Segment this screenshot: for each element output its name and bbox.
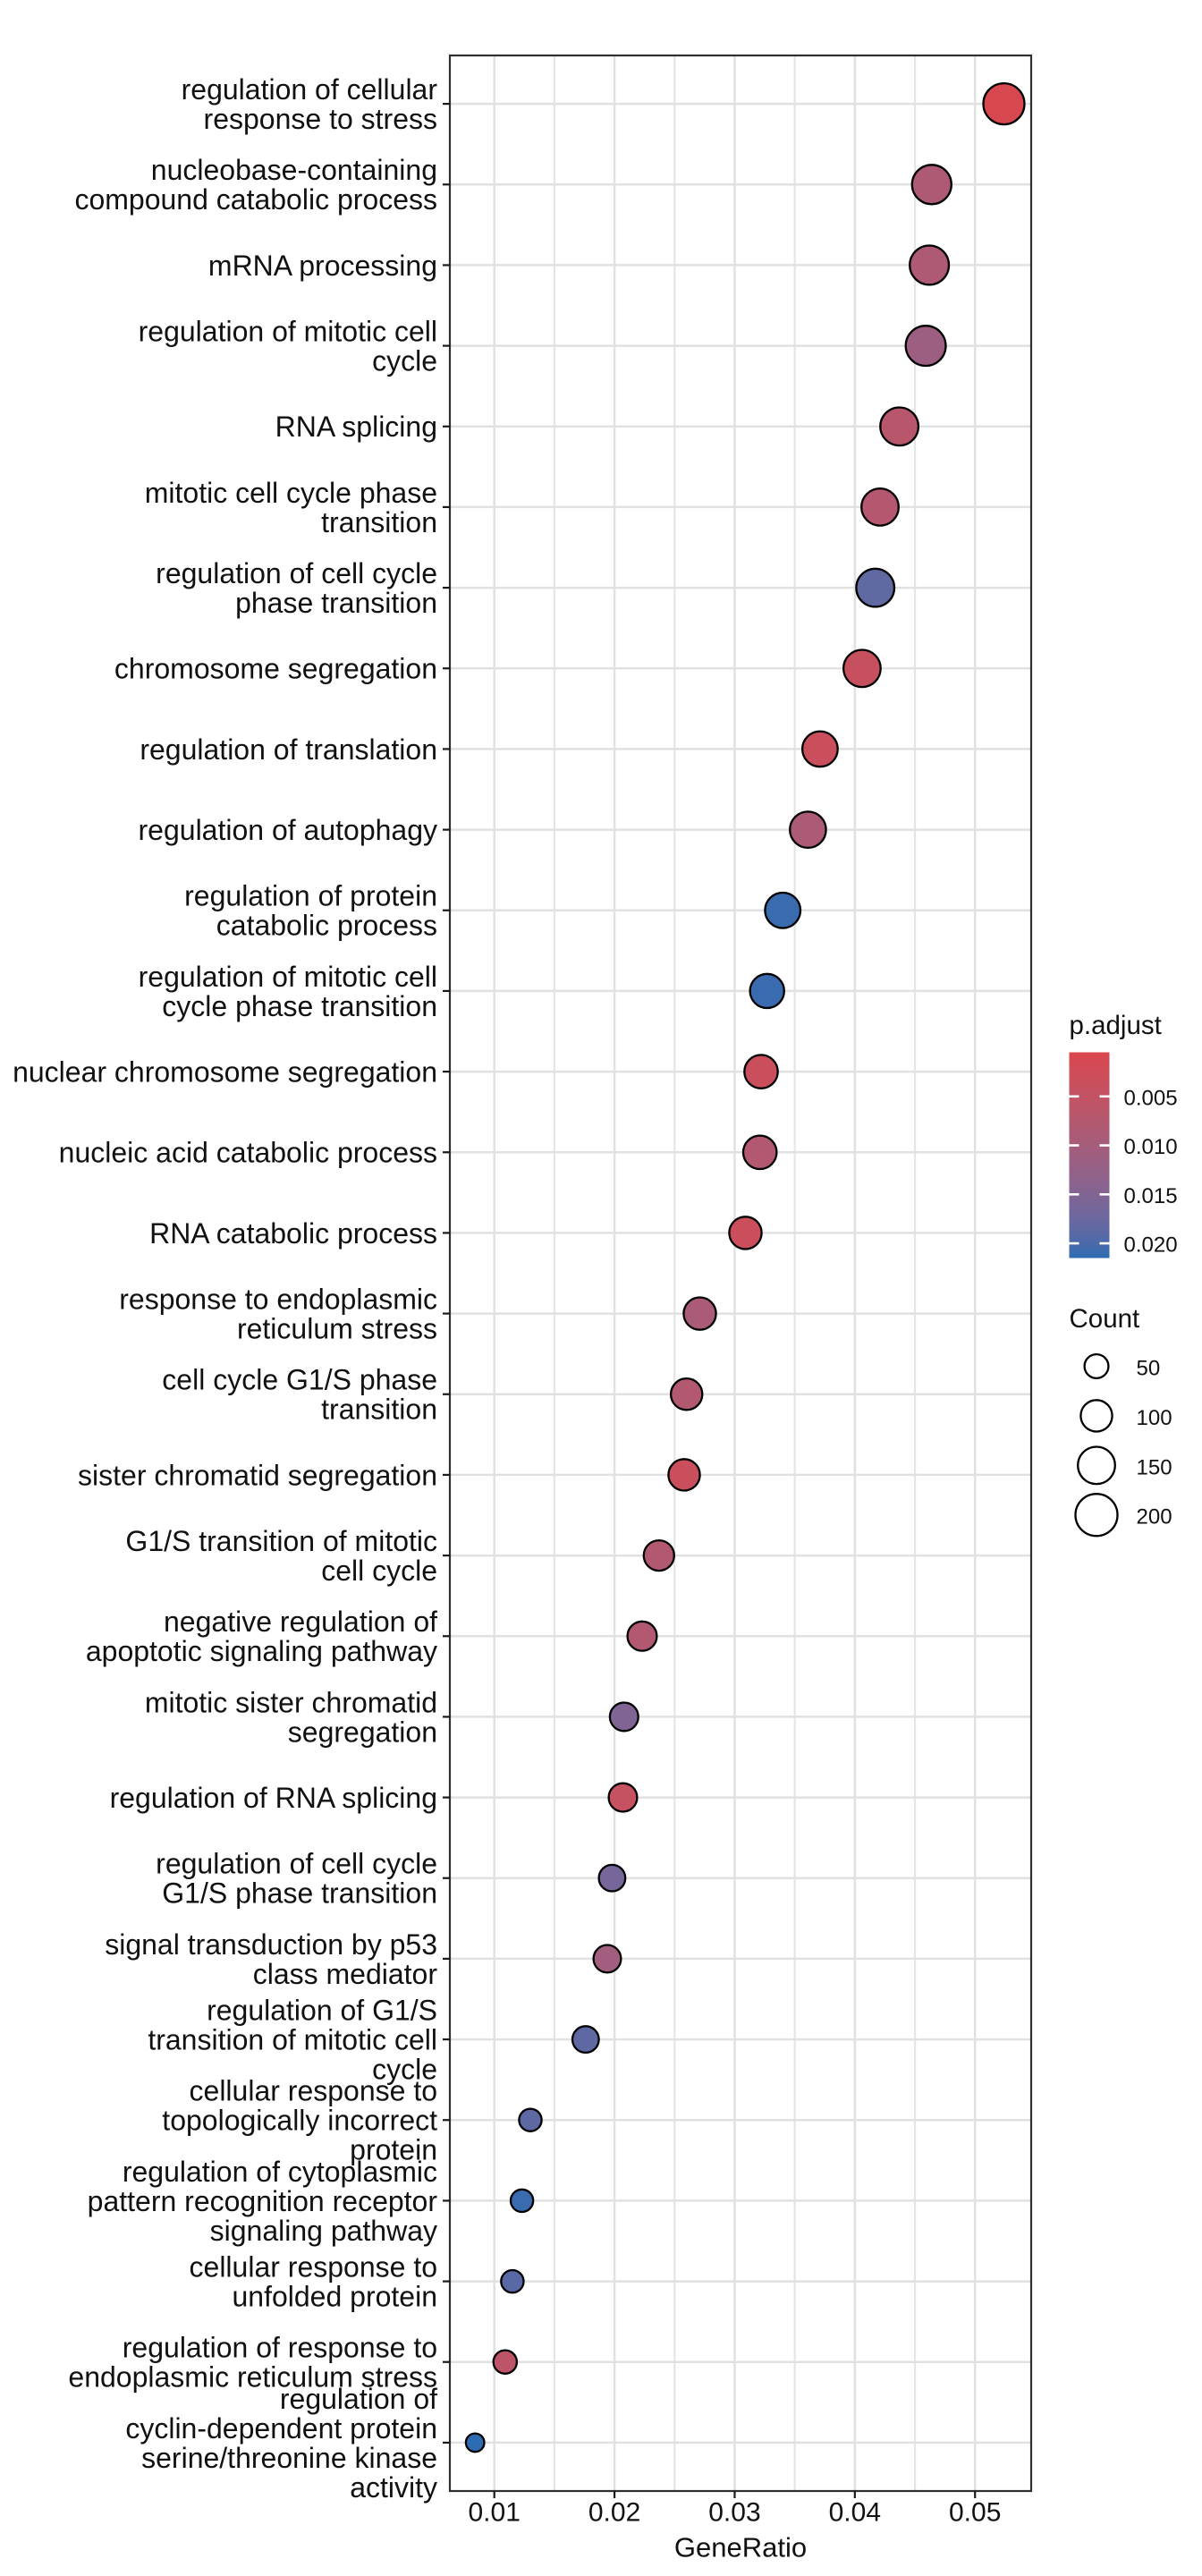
y-axis-label: cell cycle G1/S phase transition [162, 1364, 437, 1426]
y-axis: regulation of cellular response to stress… [13, 73, 450, 2504]
y-axis-label: nuclear chromosome segregation [13, 1056, 437, 1089]
gridlines [450, 55, 1031, 2491]
dot-point [518, 2107, 543, 2132]
y-axis-label: mitotic cell cycle phase transition [145, 477, 437, 538]
x-axis-tick-label: 0.04 [829, 2498, 881, 2528]
dot-point [607, 1782, 639, 1813]
data-points [464, 81, 1026, 2453]
colorbar [1069, 1052, 1110, 1258]
plot-panel [448, 54, 1033, 2493]
y-axis-label: signal transduction by p53 class mediator [105, 1928, 437, 1990]
y-axis-label: mRNA processing [208, 250, 437, 282]
dot-point [592, 1944, 622, 1974]
y-axis-label: regulation of G1/S transition of mitotic … [148, 1995, 437, 2086]
y-axis-label: cellular response to unfolded protein [190, 2251, 437, 2313]
legend-padjust: p.adjust 0.005 0.010 0.015 0.020 [1069, 1011, 1178, 1258]
y-axis-label: RNA splicing [275, 411, 437, 443]
y-axis-label: regulation of response to endoplasmic ret… [68, 2332, 437, 2394]
dot-point [669, 1377, 704, 1411]
y-axis-label: regulation of mitotic cell cycle [139, 316, 437, 377]
y-axis-label: regulation of cytoplasmic pattern recogni… [88, 2156, 438, 2247]
legend-count-label: 150 [1137, 1455, 1172, 1479]
y-axis-label: chromosome segregation [114, 653, 437, 685]
y-axis-label: G1/S transition of mitotic cell cycle [125, 1525, 437, 1587]
x-axis-tick-label: 0.02 [588, 2498, 640, 2528]
colorbar-tick-label: 0.020 [1124, 1233, 1178, 1258]
x-axis-tick-label: 0.01 [469, 2498, 521, 2528]
colorbar-tick-label: 0.015 [1124, 1184, 1178, 1208]
dot-point [855, 567, 896, 608]
x-axis: 0.01 0.02 0.03 0.04 0.05 GeneRatio [469, 2491, 1001, 2563]
dot-point [626, 1620, 658, 1652]
y-axis-label: RNA catabolic process [149, 1217, 437, 1250]
dot-point [597, 1863, 627, 1893]
x-axis-title: GeneRatio [674, 2532, 807, 2563]
y-axis-label: regulation of RNA splicing [110, 1782, 437, 1814]
y-axis-label: nucleic acid catabolic process [59, 1137, 437, 1169]
dot-point [741, 1134, 778, 1171]
y-axis-label: negative regulation of apoptotic signalin… [86, 1606, 437, 1667]
legend-count-label: 50 [1137, 1357, 1161, 1381]
y-axis-label: cellular response to topologically incorr… [162, 2075, 437, 2166]
legend-count-key [1074, 1493, 1119, 1538]
y-axis-label: mitotic sister chromatid segregation [145, 1686, 437, 1748]
legend-padjust-title: p.adjust [1070, 1011, 1162, 1040]
y-axis-label: regulation of translation [140, 733, 437, 766]
dot-point [509, 2188, 535, 2214]
y-axis-label: regulation of protein catabolic process [184, 880, 437, 942]
dot-point [860, 487, 900, 527]
legend-count-label: 200 [1137, 1505, 1172, 1530]
y-axis-label: regulation of mitotic cell cycle phase tr… [139, 961, 437, 1022]
dot-point [909, 244, 951, 286]
colorbar-tick-label: 0.005 [1124, 1086, 1178, 1110]
x-axis-tick-label: 0.03 [708, 2498, 760, 2528]
dot-point [642, 1538, 675, 1572]
y-axis-label: regulation of cell cycle phase transition [156, 557, 437, 619]
dot-point [743, 1054, 779, 1089]
dot-point [879, 406, 920, 447]
panel-background [450, 55, 1031, 2491]
y-axis-label: response to endoplasmic reticulum stress [119, 1284, 437, 1345]
legend-count-key [1077, 1445, 1116, 1486]
dot-point [749, 972, 785, 1010]
dot-point [982, 81, 1026, 126]
legend-count-key [1083, 1352, 1110, 1380]
dot-point [500, 2268, 525, 2294]
y-axis-label: regulation of cellular response to stress [182, 73, 438, 135]
dot-point [492, 2349, 519, 2375]
dot-point [667, 1458, 701, 1492]
dot-point [789, 810, 827, 849]
colorbar-tick-label: 0.010 [1124, 1135, 1178, 1159]
dot-point [728, 1216, 763, 1250]
y-axis-label: regulation of cell cycle G1/S phase trans… [156, 1848, 437, 1910]
y-axis-label: regulation of autophagy [139, 814, 437, 846]
legend-count-title: Count [1070, 1304, 1140, 1334]
dot-point [464, 2432, 486, 2453]
y-axis-label: regulation of cyclin-dependent protein ser… [125, 2383, 437, 2504]
dot-point [608, 1701, 639, 1733]
legend-count-label: 100 [1137, 1406, 1172, 1430]
dot-point [571, 2025, 600, 2055]
dot-point [682, 1296, 717, 1331]
dot-point [764, 891, 802, 929]
dot-point [842, 648, 882, 689]
y-axis-label: sister chromatid segregation [78, 1459, 437, 1491]
y-axis-label: nucleobase-containing compound catabolic … [74, 154, 437, 216]
x-axis-tick-label: 0.05 [949, 2498, 1001, 2528]
dot-point [904, 325, 947, 368]
dot-point [910, 164, 952, 206]
dot-point [800, 730, 839, 768]
legend-count-key [1079, 1399, 1113, 1433]
panel-border [448, 54, 1033, 2493]
legend-count: Count 50 100 150 200 [1070, 1304, 1172, 1538]
